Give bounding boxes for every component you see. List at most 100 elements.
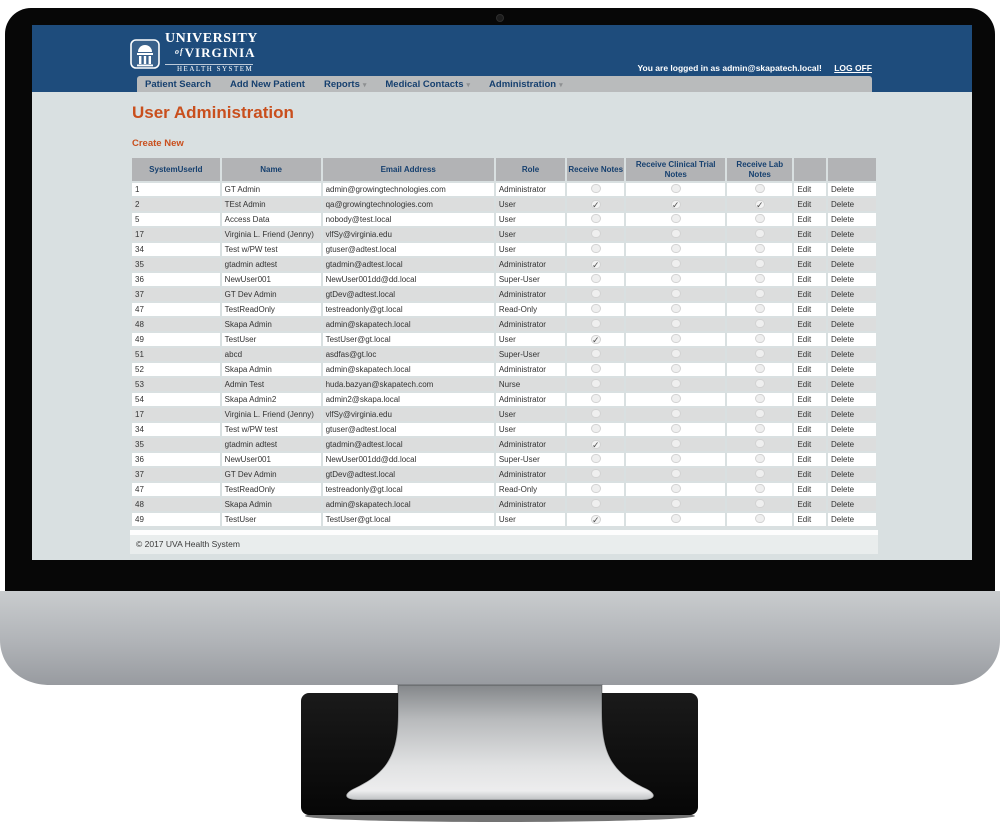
delete-link[interactable]: Delete bbox=[828, 393, 876, 407]
edit-link[interactable]: Edit bbox=[794, 198, 826, 212]
receive-lab-notes-checkbox[interactable] bbox=[754, 319, 765, 329]
receive-clinical-trial-notes-checkbox[interactable] bbox=[670, 334, 681, 344]
edit-link[interactable]: Edit bbox=[794, 408, 826, 422]
delete-link[interactable]: Delete bbox=[828, 453, 876, 467]
delete-link[interactable]: Delete bbox=[828, 408, 876, 422]
edit-link[interactable]: Edit bbox=[794, 318, 826, 332]
delete-link[interactable]: Delete bbox=[828, 288, 876, 302]
receive-lab-notes-checkbox[interactable] bbox=[754, 424, 765, 434]
delete-link[interactable]: Delete bbox=[828, 468, 876, 482]
delete-link[interactable]: Delete bbox=[828, 243, 876, 257]
edit-link[interactable]: Edit bbox=[794, 333, 826, 347]
create-new-link[interactable]: Create New bbox=[132, 138, 184, 149]
receive-notes-checkbox[interactable] bbox=[590, 409, 601, 419]
receive-notes-checkbox[interactable] bbox=[590, 229, 601, 239]
receive-clinical-trial-notes-checkbox[interactable] bbox=[670, 184, 681, 194]
edit-link[interactable]: Edit bbox=[794, 498, 826, 512]
receive-lab-notes-checkbox[interactable] bbox=[754, 379, 765, 389]
edit-link[interactable]: Edit bbox=[794, 483, 826, 497]
receive-lab-notes-checkbox[interactable] bbox=[754, 259, 765, 269]
receive-clinical-trial-notes-checkbox[interactable] bbox=[670, 274, 681, 284]
receive-notes-checkbox[interactable] bbox=[590, 469, 601, 479]
receive-clinical-trial-notes-checkbox[interactable] bbox=[670, 364, 681, 374]
receive-clinical-trial-notes-checkbox[interactable] bbox=[670, 454, 681, 464]
delete-link[interactable]: Delete bbox=[828, 228, 876, 242]
receive-lab-notes-checkbox[interactable] bbox=[754, 514, 765, 524]
receive-lab-notes-checkbox[interactable] bbox=[754, 244, 765, 254]
delete-link[interactable]: Delete bbox=[828, 198, 876, 212]
edit-link[interactable]: Edit bbox=[794, 228, 826, 242]
edit-link[interactable]: Edit bbox=[794, 243, 826, 257]
receive-clinical-trial-notes-checkbox[interactable] bbox=[670, 409, 681, 419]
receive-lab-notes-checkbox[interactable] bbox=[754, 469, 765, 479]
delete-link[interactable]: Delete bbox=[828, 438, 876, 452]
receive-clinical-trial-notes-checkbox[interactable] bbox=[670, 469, 681, 479]
receive-lab-notes-checkbox[interactable] bbox=[754, 454, 765, 464]
receive-notes-checkbox[interactable] bbox=[590, 484, 601, 494]
receive-clinical-trial-notes-checkbox[interactable] bbox=[670, 319, 681, 329]
receive-lab-notes-checkbox[interactable] bbox=[754, 349, 765, 359]
edit-link[interactable]: Edit bbox=[794, 393, 826, 407]
receive-clinical-trial-notes-checkbox[interactable]: ✓ bbox=[670, 199, 681, 210]
delete-link[interactable]: Delete bbox=[828, 483, 876, 497]
receive-notes-checkbox[interactable] bbox=[590, 184, 601, 194]
receive-lab-notes-checkbox[interactable] bbox=[754, 439, 765, 449]
receive-lab-notes-checkbox[interactable] bbox=[754, 184, 765, 194]
receive-clinical-trial-notes-checkbox[interactable] bbox=[670, 514, 681, 524]
delete-link[interactable]: Delete bbox=[828, 183, 876, 197]
edit-link[interactable]: Edit bbox=[794, 378, 826, 392]
receive-notes-checkbox[interactable] bbox=[590, 214, 601, 224]
receive-notes-checkbox[interactable] bbox=[590, 379, 601, 389]
receive-notes-checkbox[interactable] bbox=[590, 499, 601, 509]
receive-notes-checkbox[interactable]: ✓ bbox=[590, 259, 601, 270]
receive-clinical-trial-notes-checkbox[interactable] bbox=[670, 289, 681, 299]
edit-link[interactable]: Edit bbox=[794, 258, 826, 272]
edit-link[interactable]: Edit bbox=[794, 513, 826, 527]
receive-clinical-trial-notes-checkbox[interactable] bbox=[670, 214, 681, 224]
edit-link[interactable]: Edit bbox=[794, 183, 826, 197]
receive-notes-checkbox[interactable] bbox=[590, 364, 601, 374]
receive-lab-notes-checkbox[interactable] bbox=[754, 484, 765, 494]
receive-clinical-trial-notes-checkbox[interactable] bbox=[670, 304, 681, 314]
delete-link[interactable]: Delete bbox=[828, 333, 876, 347]
receive-clinical-trial-notes-checkbox[interactable] bbox=[670, 349, 681, 359]
edit-link[interactable]: Edit bbox=[794, 288, 826, 302]
receive-clinical-trial-notes-checkbox[interactable] bbox=[670, 499, 681, 509]
edit-link[interactable]: Edit bbox=[794, 363, 826, 377]
nav-item-medical-contacts[interactable]: Medical Contacts ▾ bbox=[385, 78, 471, 90]
receive-clinical-trial-notes-checkbox[interactable] bbox=[670, 244, 681, 254]
delete-link[interactable]: Delete bbox=[828, 318, 876, 332]
receive-notes-checkbox[interactable] bbox=[590, 394, 601, 404]
edit-link[interactable]: Edit bbox=[794, 273, 826, 287]
receive-lab-notes-checkbox[interactable]: ✓ bbox=[754, 199, 765, 210]
delete-link[interactable]: Delete bbox=[828, 303, 876, 317]
receive-clinical-trial-notes-checkbox[interactable] bbox=[670, 424, 681, 434]
receive-lab-notes-checkbox[interactable] bbox=[754, 334, 765, 344]
receive-lab-notes-checkbox[interactable] bbox=[754, 304, 765, 314]
receive-notes-checkbox[interactable]: ✓ bbox=[590, 439, 601, 450]
receive-clinical-trial-notes-checkbox[interactable] bbox=[670, 484, 681, 494]
delete-link[interactable]: Delete bbox=[828, 348, 876, 362]
receive-notes-checkbox[interactable]: ✓ bbox=[590, 199, 601, 210]
receive-notes-checkbox[interactable]: ✓ bbox=[590, 334, 601, 345]
receive-notes-checkbox[interactable] bbox=[590, 454, 601, 464]
nav-item-patient-search[interactable]: Patient Search bbox=[145, 78, 211, 90]
receive-clinical-trial-notes-checkbox[interactable] bbox=[670, 229, 681, 239]
receive-notes-checkbox[interactable] bbox=[590, 244, 601, 254]
receive-lab-notes-checkbox[interactable] bbox=[754, 394, 765, 404]
delete-link[interactable]: Delete bbox=[828, 498, 876, 512]
delete-link[interactable]: Delete bbox=[828, 363, 876, 377]
receive-lab-notes-checkbox[interactable] bbox=[754, 409, 765, 419]
edit-link[interactable]: Edit bbox=[794, 423, 826, 437]
edit-link[interactable]: Edit bbox=[794, 453, 826, 467]
receive-lab-notes-checkbox[interactable] bbox=[754, 274, 765, 284]
edit-link[interactable]: Edit bbox=[794, 348, 826, 362]
receive-lab-notes-checkbox[interactable] bbox=[754, 289, 765, 299]
receive-clinical-trial-notes-checkbox[interactable] bbox=[670, 394, 681, 404]
nav-item-reports[interactable]: Reports ▾ bbox=[323, 78, 367, 90]
delete-link[interactable]: Delete bbox=[828, 258, 876, 272]
delete-link[interactable]: Delete bbox=[828, 513, 876, 527]
receive-notes-checkbox[interactable] bbox=[590, 424, 601, 434]
receive-notes-checkbox[interactable] bbox=[590, 304, 601, 314]
receive-notes-checkbox[interactable] bbox=[590, 289, 601, 299]
